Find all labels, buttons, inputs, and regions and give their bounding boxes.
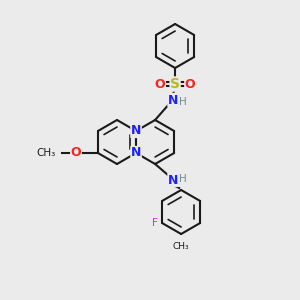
Text: F: F — [152, 218, 158, 228]
Text: O: O — [185, 77, 195, 91]
Text: H: H — [179, 174, 187, 184]
Text: H: H — [179, 97, 187, 107]
Text: S: S — [170, 77, 180, 91]
Text: CH₃: CH₃ — [37, 148, 56, 158]
Text: N: N — [131, 146, 141, 160]
Text: O: O — [155, 77, 165, 91]
Text: O: O — [70, 146, 81, 160]
Text: N: N — [168, 94, 178, 106]
Text: CH₃: CH₃ — [173, 242, 189, 251]
Text: N: N — [131, 124, 141, 137]
Text: N: N — [168, 173, 178, 187]
